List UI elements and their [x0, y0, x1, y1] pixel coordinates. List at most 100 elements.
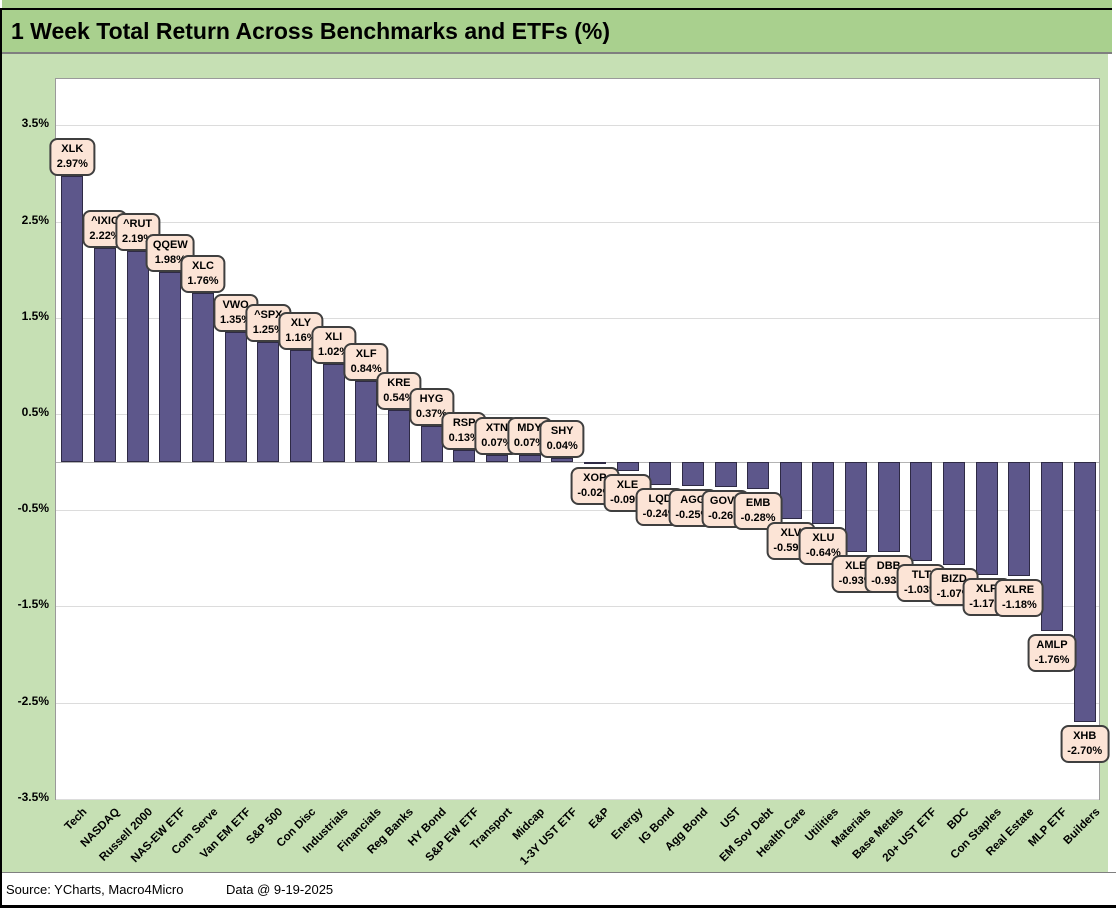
bar-DBB [877, 462, 900, 552]
callout-ticker: ^SPX [254, 308, 283, 321]
callout-value: 1.02% [317, 345, 350, 358]
bar-XLY [289, 350, 312, 462]
gridline [56, 413, 1099, 415]
callout-ticker: XLY [290, 317, 312, 330]
callout-value: 1.16% [285, 332, 317, 345]
bar-callout-XLY: XLY 1.16% [278, 312, 324, 351]
callout-ticker: RSP [452, 416, 476, 429]
bottom-border [0, 905, 1116, 908]
bar-XLRE [1008, 462, 1031, 576]
bar-callout-XLC: XLC 1.76% [180, 254, 226, 293]
callout-ticker: DBB [876, 559, 901, 572]
callout-ticker: ^RUT [123, 218, 153, 231]
gridline [56, 510, 1099, 512]
left-border [0, 8, 2, 908]
bar-SHY [551, 458, 574, 462]
gridline [56, 702, 1099, 704]
callout-ticker: EMB [745, 496, 771, 509]
callout-ticker: LQD [648, 493, 672, 506]
callout-value: 0.37% [415, 408, 448, 421]
callout-value: 1.35% [219, 314, 252, 327]
bar-KRE [387, 410, 410, 462]
callout-value: -1.76% [1034, 654, 1070, 667]
callout-value: 1.98% [154, 253, 186, 266]
source-band: Source: YCharts, Macro4Micro Data @ 9-19… [0, 872, 1116, 905]
callout-ticker: XLB [845, 559, 868, 572]
callout-value: 0.54% [383, 392, 415, 405]
callout-value: -2.70% [1067, 744, 1103, 757]
bar-^IXIC [94, 248, 116, 462]
callout-ticker: HYG [419, 393, 444, 406]
gridline [56, 125, 1099, 127]
callout-ticker: XHB [1073, 729, 1097, 742]
callout-value: 0.13% [448, 431, 480, 444]
callout-value: -0.28% [740, 511, 776, 524]
x-tick-label: UST [718, 806, 743, 831]
bar-XHB [1073, 462, 1096, 722]
bar-EMB [747, 462, 770, 489]
callout-value: -0.64% [805, 546, 841, 559]
bar-^RUT [126, 251, 149, 462]
bar-XLC [192, 292, 214, 462]
callout-ticker: XLK [61, 143, 84, 156]
callout-value: 2.22% [89, 230, 121, 243]
callout-ticker: XLF [355, 348, 377, 361]
callout-value: 2.19% [121, 233, 154, 246]
callout-ticker: XTN [485, 422, 508, 435]
x-tick-label: E&P [587, 806, 613, 832]
callout-ticker: XLV [780, 526, 802, 539]
gridline [56, 317, 1099, 319]
callout-value: 1.25% [252, 323, 284, 336]
bar-RSP [453, 449, 476, 462]
bar-GOVT [714, 462, 737, 487]
callout-value: 1.76% [187, 274, 219, 287]
x-tick-label: 1-3Y UST ETF [518, 806, 580, 868]
y-tick-label: -3.5% [17, 789, 49, 804]
zero-axis-line [56, 462, 1099, 463]
y-tick-label: 1.5% [21, 308, 49, 323]
callout-value: 0.84% [350, 363, 382, 376]
callout-value: 0.07% [513, 437, 546, 450]
bar-XLF [355, 381, 378, 462]
y-tick-label: -1.5% [17, 597, 49, 612]
bar-^SPX [257, 341, 280, 463]
y-tick-label: 0.5% [21, 404, 49, 419]
bar-XLV [779, 462, 802, 519]
bar-MDY [518, 455, 541, 462]
callout-ticker: SHY [550, 425, 574, 438]
callout-ticker: AGG [680, 494, 706, 507]
bar-callout-SHY: SHY 0.04% [539, 420, 585, 459]
callout-ticker: TLT [911, 569, 932, 582]
bar-TLT [910, 462, 933, 562]
callout-ticker: AMLP [1036, 639, 1068, 652]
bar-XLB [845, 462, 868, 552]
gridline [56, 606, 1099, 608]
callout-ticker: XLP [975, 582, 998, 595]
bar-XTN [485, 455, 508, 462]
bar-callout-EMB: EMB -0.28% [733, 491, 783, 530]
callout-ticker: XOP [583, 471, 607, 484]
callout-ticker: XLRE [1004, 583, 1035, 596]
x-tick-label: BDC [945, 806, 972, 833]
bar-callout-AMLP: AMLP -1.76% [1027, 634, 1077, 673]
bar-XLE [616, 462, 639, 471]
callout-value: 0.07% [481, 437, 513, 450]
y-tick-label: 3.5% [21, 116, 49, 131]
callout-ticker: XLU [812, 531, 835, 544]
bar-XLU [812, 462, 835, 524]
y-axis-labels: 3.5% 2.5% 1.5% 0.5% -0.5% -1.5% -2.5% -3.5% [2, 54, 1108, 872]
title-band: 1 Week Total Return Across Benchmarks an… [2, 8, 1112, 54]
y-tick-label: 2.5% [21, 212, 49, 227]
bar-callout-QQEW: QQEW 1.98% [145, 233, 195, 272]
callout-value: -1.18% [1001, 598, 1037, 611]
x-tick-label: Tech [62, 806, 90, 833]
callout-ticker: XLE [616, 478, 639, 491]
callout-value: 2.97% [56, 158, 88, 171]
bar-XLP [975, 462, 998, 575]
callout-ticker: KRE [387, 377, 411, 390]
plot-area: XLK 2.97% ^IXIC 2.22% ^RUT 2.19% QQEW 1.98% XLC 1… [49, 78, 1110, 800]
y-tick-label: -2.5% [17, 693, 49, 708]
top-strip [2, 0, 1112, 8]
callout-ticker: VWO [222, 299, 249, 312]
callout-ticker: QQEW [152, 238, 188, 251]
